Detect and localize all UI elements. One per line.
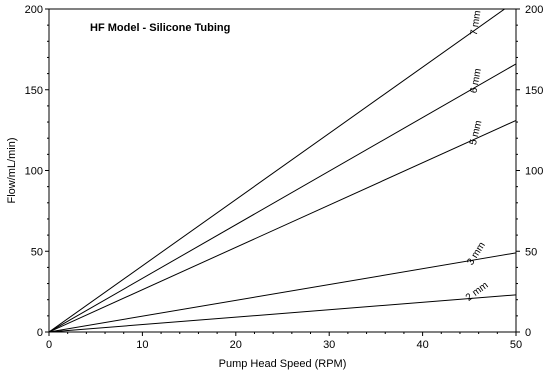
y-right-tick-label: 50 <box>525 246 537 258</box>
y-tick-label: 0 <box>37 327 43 339</box>
series-group: 7 mm 6 mm 5 mm 3 mm 2 mm <box>49 9 516 332</box>
y-tick-label: 150 <box>25 85 43 97</box>
series-line-6-mm <box>49 63 516 332</box>
series-line-5-mm <box>49 119 516 332</box>
y-tick-label: 100 <box>25 166 43 178</box>
series-label: 2 mm <box>464 280 491 304</box>
series-label: 3 mm <box>465 240 488 267</box>
x-tick-label: 50 <box>510 339 522 351</box>
x-tick-label: 40 <box>416 339 428 351</box>
series-line-7-mm <box>49 9 506 332</box>
x-tick-label: 30 <box>323 339 335 351</box>
y-axis-label: Flow/mL/min) <box>6 137 18 203</box>
series-label: 7 mm <box>469 10 484 36</box>
x-tick-label: 0 <box>46 339 52 351</box>
series-line-2-mm <box>49 294 516 332</box>
plot-frame <box>48 8 517 333</box>
series-label: 5 mm <box>468 119 484 146</box>
y-right-tick-label: 100 <box>525 166 543 178</box>
x-axis-label: Pump Head Speed (RPM) <box>219 358 347 370</box>
series-line-3-mm <box>49 252 516 332</box>
chart-title: HF Model - Silicone Tubing <box>90 22 230 34</box>
y-right-tick-label: 150 <box>525 85 543 97</box>
series-label: 6 mm <box>468 68 483 95</box>
x-tick-label: 20 <box>230 339 242 351</box>
y-right-tick-label: 200 <box>525 4 543 16</box>
y-tick-label: 200 <box>25 4 43 16</box>
y-right-tick-label: 0 <box>525 327 531 339</box>
y-tick-label: 50 <box>31 246 43 258</box>
x-tick-label: 10 <box>136 339 148 351</box>
